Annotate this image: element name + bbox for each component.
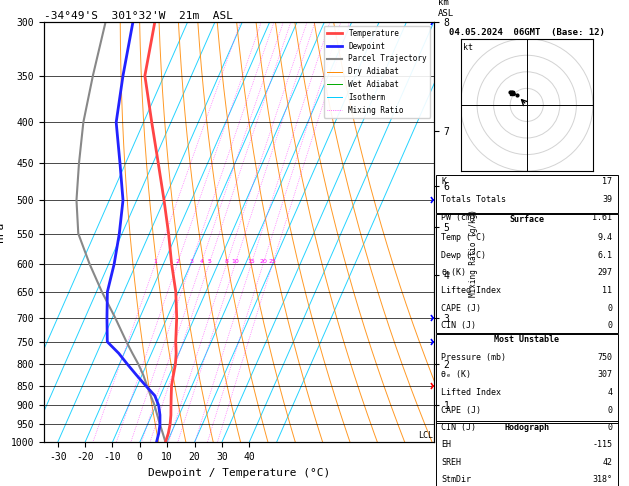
Text: Mixing Ratio (g/kg): Mixing Ratio (g/kg) (469, 209, 478, 297)
Text: km
ASL: km ASL (438, 0, 454, 17)
Y-axis label: hPa: hPa (0, 222, 5, 242)
Text: CIN (J): CIN (J) (442, 321, 476, 330)
Text: 750: 750 (597, 353, 612, 362)
Text: Lifted Index: Lifted Index (442, 388, 501, 397)
Text: 0: 0 (607, 304, 612, 312)
Text: LCL: LCL (418, 431, 433, 440)
Text: 25: 25 (269, 259, 277, 264)
Text: Most Unstable: Most Unstable (494, 335, 559, 344)
Text: CIN (J): CIN (J) (442, 423, 476, 433)
Text: 04.05.2024  06GMT  (Base: 12): 04.05.2024 06GMT (Base: 12) (449, 28, 604, 37)
Text: Hodograph: Hodograph (504, 422, 549, 432)
Text: Surface: Surface (509, 215, 544, 224)
Text: 42: 42 (602, 458, 612, 467)
Text: 297: 297 (597, 268, 612, 277)
Text: 4: 4 (607, 388, 612, 397)
Text: EH: EH (442, 440, 452, 449)
Text: 17: 17 (602, 177, 612, 187)
Text: Totals Totals: Totals Totals (442, 195, 506, 204)
Text: CAPE (J): CAPE (J) (442, 304, 481, 312)
Text: Dewp (°C): Dewp (°C) (442, 251, 486, 260)
Text: SREH: SREH (442, 458, 461, 467)
Text: -34°49'S  301°32'W  21m  ASL: -34°49'S 301°32'W 21m ASL (44, 11, 233, 21)
Text: Lifted Index: Lifted Index (442, 286, 501, 295)
Text: CAPE (J): CAPE (J) (442, 406, 481, 415)
Text: 5: 5 (208, 259, 211, 264)
Text: 0: 0 (607, 423, 612, 433)
Text: 318°: 318° (592, 475, 612, 485)
X-axis label: Dewpoint / Temperature (°C): Dewpoint / Temperature (°C) (148, 468, 330, 478)
Text: Temp (°C): Temp (°C) (442, 233, 486, 242)
Text: 2: 2 (175, 259, 179, 264)
Text: 9.4: 9.4 (597, 233, 612, 242)
Text: 11: 11 (602, 286, 612, 295)
Bar (436, 175, 618, 213)
Text: -115: -115 (592, 440, 612, 449)
Text: StmDir: StmDir (442, 475, 471, 485)
Text: 8: 8 (225, 259, 229, 264)
Bar (436, 334, 618, 423)
Text: 10: 10 (231, 259, 239, 264)
Text: 0: 0 (607, 406, 612, 415)
Text: 39: 39 (602, 195, 612, 204)
Text: PW (cm): PW (cm) (442, 213, 476, 222)
Legend: Temperature, Dewpoint, Parcel Trajectory, Dry Adiabat, Wet Adiabat, Isotherm, Mi: Temperature, Dewpoint, Parcel Trajectory… (324, 26, 430, 118)
Text: θₑ(K): θₑ(K) (442, 268, 466, 277)
Text: 4: 4 (199, 259, 203, 264)
Text: 20: 20 (259, 259, 267, 264)
Bar (436, 421, 618, 486)
Text: 3: 3 (189, 259, 193, 264)
Text: 15: 15 (248, 259, 255, 264)
Text: 6.1: 6.1 (597, 251, 612, 260)
Text: 1: 1 (153, 259, 157, 264)
Text: θₑ (K): θₑ (K) (442, 370, 471, 380)
Text: 307: 307 (597, 370, 612, 380)
Text: 1.61: 1.61 (592, 213, 612, 222)
Text: Pressure (mb): Pressure (mb) (442, 353, 506, 362)
Bar (436, 214, 618, 333)
Text: 0: 0 (607, 321, 612, 330)
Text: K: K (442, 177, 447, 187)
